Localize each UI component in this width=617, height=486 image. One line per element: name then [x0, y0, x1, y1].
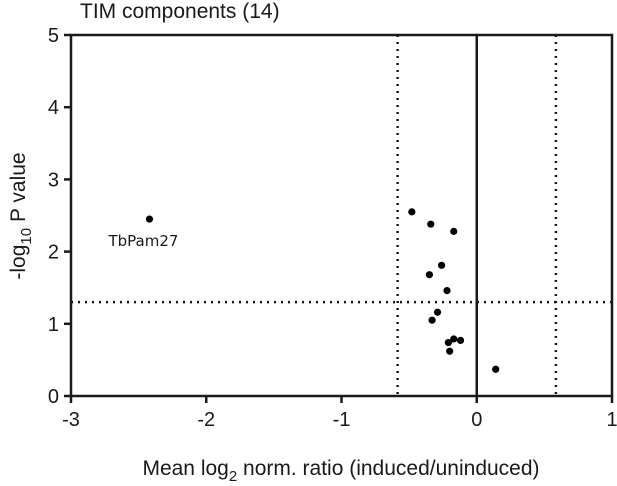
threshold-lines: [71, 35, 612, 396]
data-point: [446, 347, 454, 355]
axes: -3 -2 -1 0 1 0 1 2 3 4 5: [48, 25, 617, 431]
y-tick-label: 3: [48, 169, 59, 191]
plot-frame: [69, 33, 614, 398]
data-point: [145, 215, 154, 223]
x-axis-label-pre: Mean log: [142, 457, 228, 480]
data-point: [437, 261, 446, 269]
x-tick-label: -3: [62, 409, 80, 431]
data-point: [425, 271, 434, 279]
data-point: [427, 220, 435, 228]
y-tick-label: 4: [48, 97, 59, 119]
data-point: [433, 308, 442, 316]
y-tick-label: 5: [48, 25, 59, 47]
x-axis-label-sub: 2: [229, 468, 237, 485]
y-axis-label: -log10 P value: [7, 152, 35, 279]
x-tick-label: 0: [471, 409, 482, 431]
x-tick-label: 1: [606, 409, 617, 431]
point-annotations: TbPam27: [107, 232, 178, 250]
data-point: [450, 227, 458, 235]
x-axis-label: Mean log2 norm. ratio (induced/uninduced…: [142, 457, 539, 485]
x-axis-label-post: norm. ratio (induced/uninduced): [237, 457, 539, 480]
data-point: [443, 286, 451, 295]
data-point: [456, 336, 465, 345]
y-axis-label-sub: 10: [18, 228, 35, 245]
y-axis-label-post: P value: [7, 152, 30, 228]
data-point: [492, 365, 500, 373]
chart-title: TIM components (14): [80, 0, 280, 23]
y-axis-label-pre: -log: [7, 245, 30, 280]
x-tick-label: -2: [197, 409, 215, 431]
y-tick-label: 0: [48, 386, 59, 408]
x-tick-label: -1: [333, 409, 351, 431]
y-tick-label: 1: [48, 314, 59, 336]
data-point: [408, 208, 416, 216]
y-tick-label: 2: [48, 242, 59, 264]
data-point: [450, 335, 458, 343]
point-label: TbPam27: [107, 232, 178, 250]
data-point: [444, 338, 452, 347]
data-points: [145, 208, 500, 373]
data-point: [428, 316, 436, 324]
